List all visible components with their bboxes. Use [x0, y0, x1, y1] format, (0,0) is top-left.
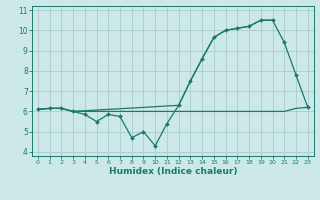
X-axis label: Humidex (Indice chaleur): Humidex (Indice chaleur)	[108, 167, 237, 176]
